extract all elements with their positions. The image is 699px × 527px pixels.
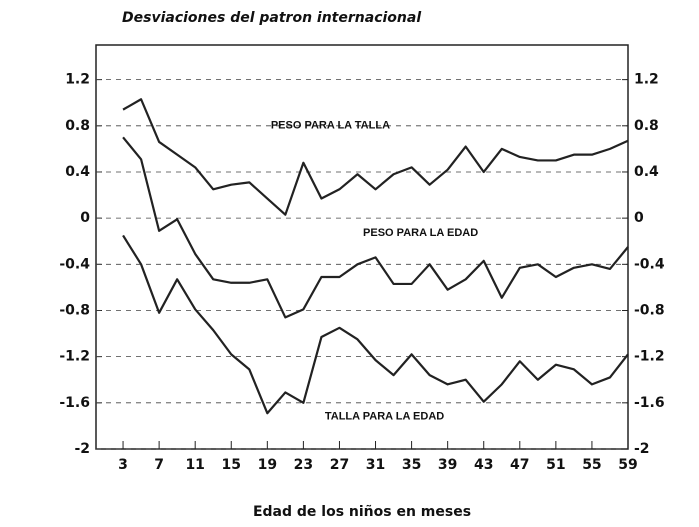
y2-tick-label: -0.8 <box>634 302 665 318</box>
series-line <box>122 98 629 216</box>
y2-tick-label: -1.6 <box>634 395 665 411</box>
series-label: PESO PARA LA EDAD <box>363 227 478 239</box>
y2-tick-label: -2 <box>634 441 650 457</box>
y2-tick-label: 0.4 <box>634 164 659 180</box>
y-tick-label: 0.4 <box>65 164 90 180</box>
y-tick-label: -1.2 <box>59 349 90 365</box>
x-tick-label: 35 <box>402 457 421 473</box>
series-label: TALLA PARA LA EDAD <box>325 411 444 423</box>
x-tick-label: 47 <box>510 457 529 473</box>
y2-tick-label: -1.2 <box>634 349 665 365</box>
plot-frame <box>95 44 629 450</box>
x-tick-label: 43 <box>474 457 493 473</box>
y-tick-label: 0.8 <box>65 118 90 134</box>
y-tick-label: -0.8 <box>59 302 90 318</box>
x-tick-label: 27 <box>330 457 349 473</box>
x-tick-label: 51 <box>546 457 565 473</box>
x-tick-label: 15 <box>222 457 241 473</box>
chart-title: Desviaciones del patron internacional <box>122 10 421 26</box>
y-tick-label: -2 <box>74 441 90 457</box>
y2-tick-label: 1.2 <box>634 72 659 88</box>
series-label: PESO PARA LA TALLA <box>271 120 390 132</box>
x-axis-label: Edad de los niños en meses <box>253 504 471 520</box>
x-tick-label: 23 <box>294 457 313 473</box>
y2-tick-label: -0.4 <box>634 256 665 272</box>
x-tick-label: 19 <box>258 457 277 473</box>
y-tick-label: -1.6 <box>59 395 90 411</box>
x-tick-label: 7 <box>154 457 164 473</box>
x-tick-label: 39 <box>438 457 457 473</box>
x-tick-label: 31 <box>366 457 385 473</box>
y2-tick-label: 0 <box>634 210 644 226</box>
y-tick-label: -0.4 <box>59 256 90 272</box>
x-tick-label: 59 <box>618 457 637 473</box>
x-tick-label: 55 <box>582 457 601 473</box>
x-tick-label: 3 <box>118 457 128 473</box>
series-line <box>122 234 629 415</box>
y-tick-label: 0 <box>80 210 90 226</box>
x-tick-label: 11 <box>185 457 204 473</box>
y2-tick-label: 0.8 <box>634 118 659 134</box>
y-tick-label: 1.2 <box>65 72 90 88</box>
series-line <box>122 136 629 319</box>
